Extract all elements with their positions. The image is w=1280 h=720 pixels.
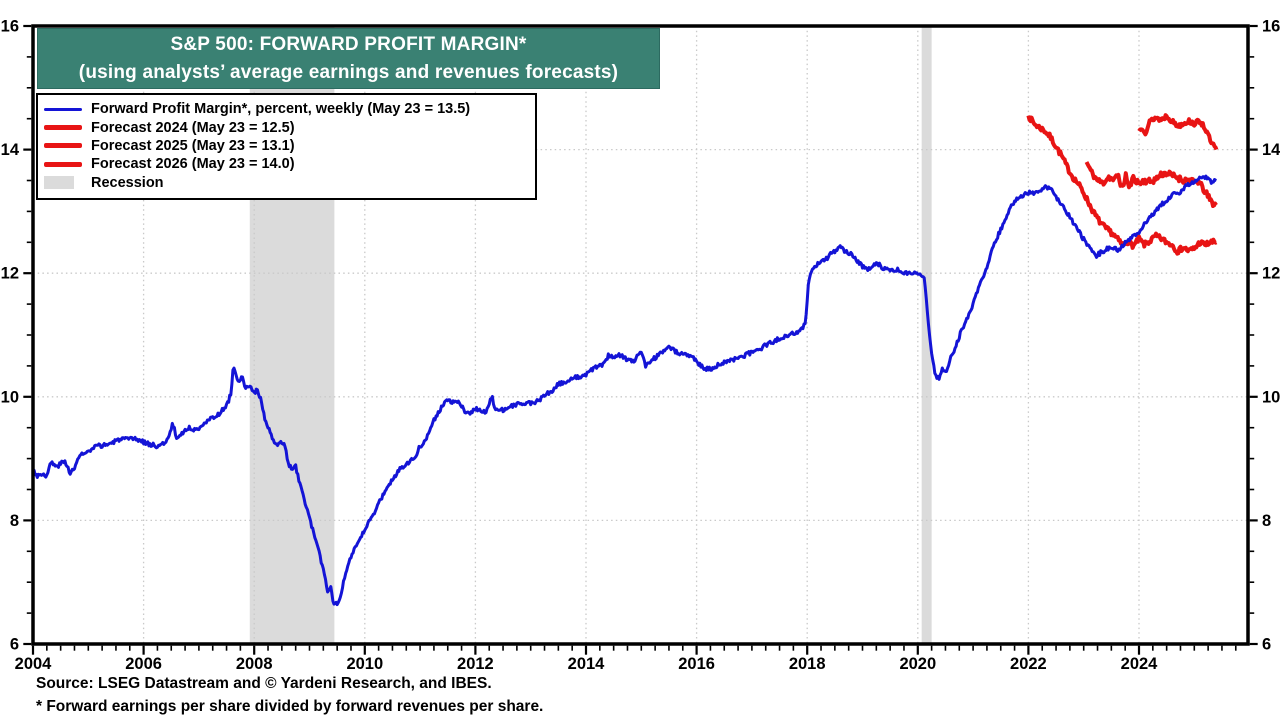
y-axis-tick-label-right: 6 [1262,636,1271,654]
y-axis-tick-label-left: 10 [1,388,19,406]
y-axis-tick-label-right: 14 [1262,141,1280,159]
series-forecast-2024-line [1026,115,1218,256]
legend-item-label: Forecast 2024 (May 23 = 12.5) [91,119,295,136]
y-axis-tick-label-left: 16 [1,18,19,36]
recession-band [921,26,932,644]
legend-item: Forecast 2026 (May 23 = 14.0) [44,155,529,173]
line-swatch [44,161,82,167]
x-axis-tick-label: 2008 [236,655,273,673]
legend-item-label: Forecast 2025 (May 23 = 13.1) [91,137,295,154]
legend-item-label: Forward Profit Margin*, percent, weekly … [91,101,471,118]
x-axis-tick-label: 2018 [789,655,826,673]
line-swatch [44,107,82,111]
x-axis-tick-label: 2012 [457,655,494,673]
legend-item: Recession [44,174,529,192]
x-axis-tick-label: 2006 [125,655,162,673]
chart-title: S&P 500: FORWARD PROFIT MARGIN* [170,33,527,55]
legend-item-label: Recession [91,174,164,191]
y-axis-tick-label-left: 14 [1,141,20,159]
x-axis-tick-label: 2022 [1010,655,1047,673]
y-axis-tick-label-right: 8 [1262,512,1271,530]
y-axis-tick-label-right: 16 [1262,18,1280,36]
y-axis-tick-label-left: 12 [1,265,19,283]
line-swatch [44,125,82,131]
recession-swatch [44,176,74,190]
footnote-text: * Forward earnings per share divided by … [36,698,544,715]
source-text: Source: LSEG Datastream and © Yardeni Re… [36,675,492,692]
legend-box: Forward Profit Margin*, percent, weekly … [36,93,537,200]
x-axis-tick-label: 2014 [568,655,606,673]
y-axis-tick-label-left: 6 [10,636,19,654]
legend-item: Forward Profit Margin*, percent, weekly … [44,100,529,118]
series-forecast-2026-line [1137,113,1219,151]
series-forward-profit-margin-line [33,174,1218,607]
legend-item: Forecast 2024 (May 23 = 12.5) [44,118,529,136]
x-axis-tick-label: 2020 [899,655,936,673]
y-axis-tick-label-right: 12 [1262,265,1280,283]
legend-item-label: Forecast 2026 (May 23 = 14.0) [91,156,295,173]
chart-subtitle: (using analysts’ average earnings and re… [78,61,619,83]
y-axis-tick-label-left: 8 [10,512,19,530]
legend-item: Forecast 2025 (May 23 = 13.1) [44,137,529,155]
series-forecast-2025-line [1084,161,1219,208]
x-axis-tick-label: 2004 [15,655,53,673]
x-axis-tick-label: 2016 [678,655,715,673]
plot-frame [31,24,1250,646]
line-swatch [44,143,82,149]
x-axis-tick-label: 2010 [346,655,383,673]
y-axis-tick-label-right: 10 [1262,388,1280,406]
x-axis-tick-label: 2024 [1121,655,1159,673]
source-block: Source: LSEG Datastream and © Yardeni Re… [36,672,543,718]
chart-title-box: S&P 500: FORWARD PROFIT MARGIN* (using a… [37,28,660,89]
